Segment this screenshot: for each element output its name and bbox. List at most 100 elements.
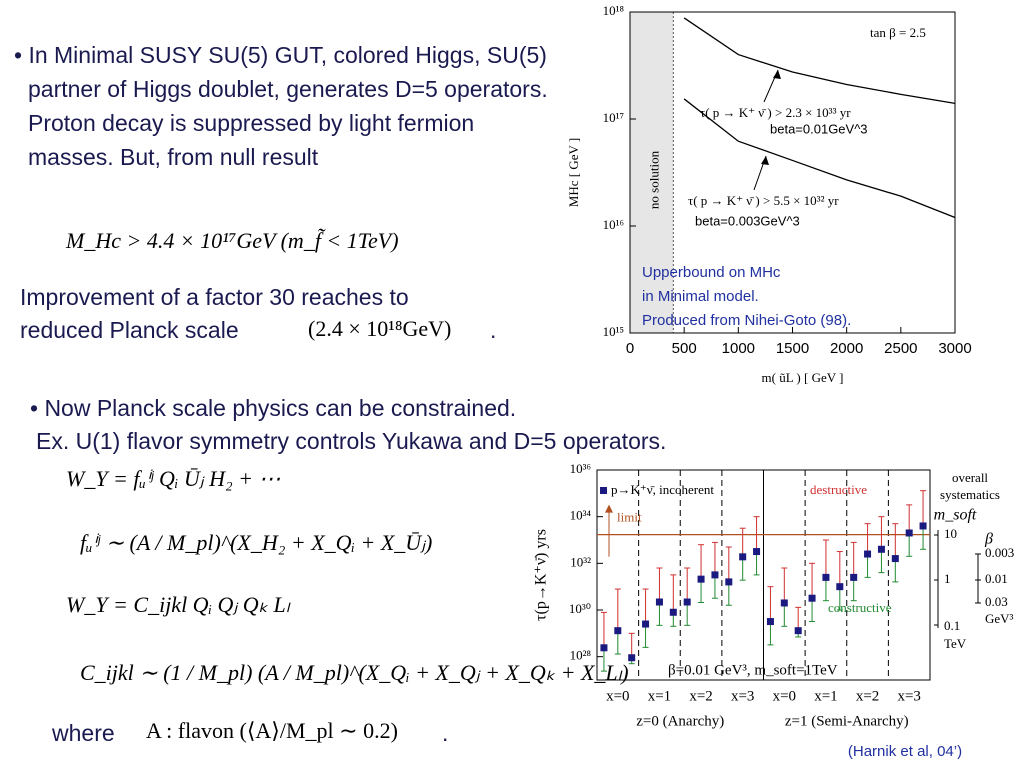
bullet: • Now Planck scale physics can be constr… [30, 395, 517, 421]
group-label: z=1 (Semi-Anarchy) [785, 713, 909, 729]
right-axis-label: 0.003 [985, 545, 1014, 560]
legend-marker [600, 487, 607, 494]
y-tick-label: 10³⁰ [569, 601, 591, 616]
data-point [725, 578, 733, 586]
x-tick-label: 1500 [776, 340, 809, 357]
y-tick-label: 10¹⁸ [603, 3, 625, 18]
data-point [753, 548, 761, 556]
x-category-label: x=0 [773, 688, 796, 704]
data-point [697, 575, 705, 583]
y-tick-label: 10²⁸ [570, 648, 592, 663]
x-category-label: x=1 [814, 688, 837, 704]
x-category-label: x=1 [648, 688, 671, 704]
note: in Minimal model. [642, 288, 759, 305]
data-point [600, 644, 608, 652]
right-axis-label: 10 [944, 526, 957, 541]
y-tick-label: 10³⁶ [570, 461, 591, 476]
x-tick-label: 2000 [830, 340, 863, 357]
data-point [794, 627, 802, 635]
right-axis-label: GeV³ [985, 611, 1014, 626]
equation: fᵤⁱʲ ∼ (A / M_pl)^(X_H₂ + X_Qᵢ + X_Ūⱼ) [80, 530, 433, 555]
data-point [891, 555, 899, 563]
y-tick-label: 10¹⁶ [603, 217, 624, 232]
x-category-label: x=2 [856, 688, 879, 704]
data-point [836, 583, 844, 591]
equation: C_ijkl ∼ (1 / M_pl) (A / M_pl)^(X_Qᵢ + X… [80, 660, 629, 685]
data-point [780, 599, 788, 607]
annotation: beta=0.003GeV^3 [695, 213, 800, 228]
right-axis-label: systematics [940, 487, 1000, 502]
data-point [766, 618, 774, 626]
right-axis-label: β [984, 531, 993, 548]
text: Improvement of a factor 30 reaches to [20, 284, 409, 310]
right-axis-label: 0.1 [944, 618, 960, 633]
x-tick-label: 3000 [938, 340, 971, 357]
annotation: destructive [810, 482, 867, 497]
annotation: β=0.01 GeV³, m_soft=1TeV [668, 662, 838, 678]
data-point [919, 522, 927, 530]
x-category-label: x=0 [606, 688, 629, 704]
y-axis-label: MHc [ GeV ] [566, 138, 581, 207]
annotation: constructive [828, 600, 892, 615]
arrow-head [761, 156, 769, 165]
x-category-label: x=2 [689, 688, 712, 704]
text: . [442, 720, 449, 746]
text: where [52, 720, 115, 746]
annotation: τ( p → K⁺ ν̄ ) > 5.5 × 10³² yr [688, 193, 839, 208]
data-point [628, 654, 636, 662]
plot-frame [629, 11, 956, 334]
equation: W_Y = C_ijkl Qᵢ Qⱼ Qₖ Lₗ [66, 592, 290, 617]
annotation: beta=0.01GeV^3 [770, 121, 868, 136]
data-point [739, 553, 747, 561]
data-point [642, 620, 650, 628]
data-point [877, 545, 885, 553]
x-axis-label: m( ũL ) [ GeV ] [762, 370, 844, 385]
equation: A : flavon (⟨A⟩/M_pl ∼ 0.2) [146, 718, 398, 743]
equation: W_Y = fᵤⁱʲ Qᵢ Ūⱼ H₂ + ⋯ [66, 466, 281, 491]
bullet: • In Minimal SUSY SU(5) GUT, colored Hig… [14, 42, 548, 170]
x-tick-label: 2500 [884, 340, 917, 357]
group-label: z=0 (Anarchy) [636, 713, 724, 729]
equation: M_Hc > 4.4 × 10¹⁷GeV (m_f̃ < 1TeV) [66, 228, 399, 253]
right-axis-label: overall [952, 470, 988, 485]
y-tick-label: 10¹⁷ [603, 110, 624, 125]
region-label: no solution [647, 150, 662, 209]
text: . [490, 317, 497, 343]
annotation: τ( p → K⁺ ν̄ ) > 2.3 × 10³³ yr [700, 105, 851, 120]
data-point [655, 598, 663, 606]
note: Produced from Nihei-Goto (98). [642, 312, 851, 329]
y-tick-label: 10³⁴ [570, 508, 592, 523]
text: Ex. U(1) flavor symmetry controls Yukawa… [36, 428, 667, 454]
data-point [614, 627, 622, 635]
right-axis-label: 1 [944, 571, 951, 586]
citation: (Harnik et al, 04’) [848, 743, 962, 760]
x-tick-label: 500 [672, 340, 697, 357]
data-point [683, 598, 691, 606]
text: reduced Planck scale [20, 317, 239, 343]
note: Upperbound on MHc [642, 264, 781, 281]
data-point [864, 550, 872, 558]
x-tick-label: 0 [626, 340, 634, 357]
x-category-label: x=3 [731, 688, 754, 704]
data-point [905, 529, 913, 537]
limit-arrow-head [605, 504, 613, 513]
limit-label: limit [617, 510, 642, 525]
shaded-region [630, 12, 674, 333]
right-axis-label: TeV [944, 636, 967, 651]
y-tick-label: 10¹⁵ [603, 324, 624, 339]
legend-label: p→K⁺ν̄, incoherent [611, 482, 714, 497]
curve [683, 98, 956, 219]
data-point [850, 573, 858, 581]
data-point [808, 594, 816, 602]
right-axis-label: 0.01 [985, 571, 1008, 586]
x-tick-label: 1000 [722, 340, 755, 357]
y-axis-label: τ(p→K⁺ν̄) yrs [533, 529, 550, 621]
data-point [669, 608, 677, 616]
annotation: tan β = 2.5 [870, 25, 926, 40]
x-category-label: x=3 [897, 688, 920, 704]
right-axis-label: m_soft [934, 507, 977, 524]
data-point [822, 573, 830, 581]
data-point [711, 571, 719, 579]
